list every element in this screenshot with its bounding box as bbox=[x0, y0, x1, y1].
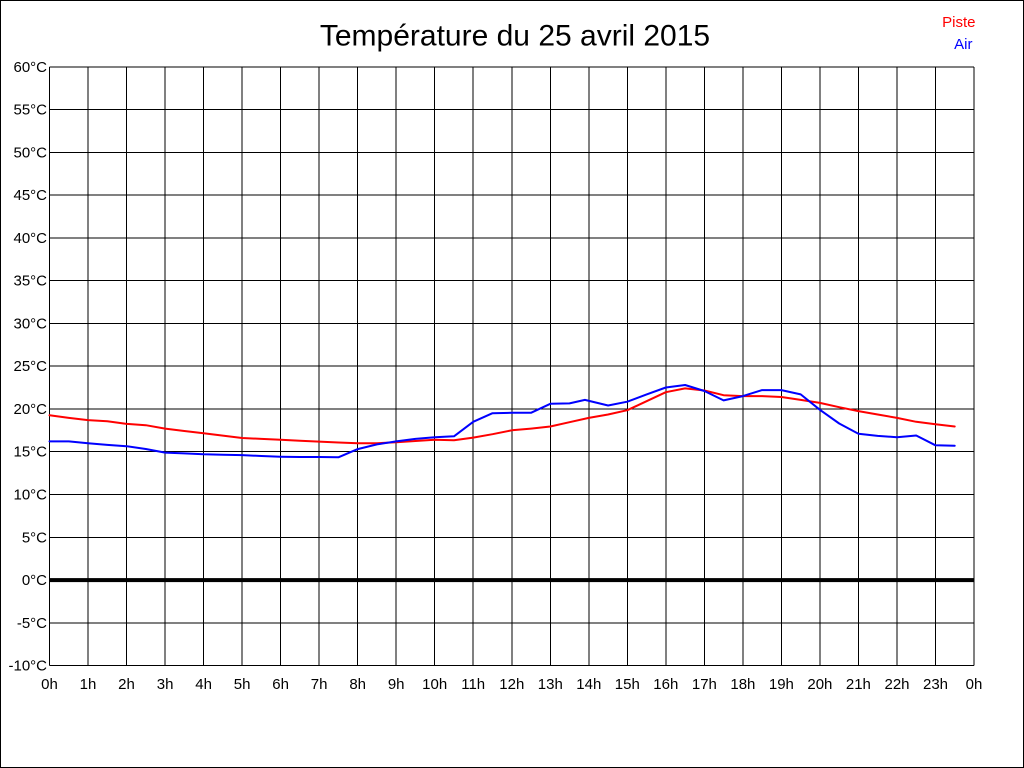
svg-text:55°C: 55°C bbox=[13, 102, 47, 119]
svg-text:60°C: 60°C bbox=[13, 59, 47, 76]
svg-text:9h: 9h bbox=[388, 676, 405, 693]
svg-text:4h: 4h bbox=[195, 676, 212, 693]
svg-text:22h: 22h bbox=[884, 676, 909, 693]
svg-text:11h: 11h bbox=[461, 676, 485, 693]
svg-text:0°C: 0°C bbox=[22, 572, 47, 589]
svg-text:35°C: 35°C bbox=[13, 273, 47, 290]
svg-text:1h: 1h bbox=[80, 676, 97, 693]
svg-text:3h: 3h bbox=[157, 676, 174, 693]
svg-text:13h: 13h bbox=[538, 676, 563, 693]
svg-text:0h: 0h bbox=[41, 676, 58, 693]
svg-text:16h: 16h bbox=[653, 676, 678, 693]
svg-text:23h: 23h bbox=[923, 676, 948, 693]
svg-text:50°C: 50°C bbox=[13, 144, 47, 161]
svg-text:21h: 21h bbox=[846, 676, 871, 693]
svg-text:40°C: 40°C bbox=[13, 230, 47, 247]
svg-text:Température du 25 avril 2015: Température du 25 avril 2015 bbox=[320, 20, 710, 53]
svg-text:10°C: 10°C bbox=[13, 487, 47, 504]
svg-text:6h: 6h bbox=[272, 676, 289, 693]
svg-text:17h: 17h bbox=[692, 676, 717, 693]
svg-text:20h: 20h bbox=[807, 676, 832, 693]
svg-text:5h: 5h bbox=[234, 676, 251, 693]
svg-text:14h: 14h bbox=[576, 676, 601, 693]
svg-text:15h: 15h bbox=[615, 676, 640, 693]
svg-text:45°C: 45°C bbox=[13, 187, 47, 204]
svg-text:Piste: Piste bbox=[942, 14, 975, 31]
svg-text:25°C: 25°C bbox=[13, 358, 47, 375]
svg-text:30°C: 30°C bbox=[13, 315, 47, 332]
svg-text:Air: Air bbox=[954, 36, 972, 53]
svg-text:-10°C: -10°C bbox=[8, 658, 47, 675]
svg-text:0h: 0h bbox=[966, 676, 983, 693]
svg-text:7h: 7h bbox=[311, 676, 328, 693]
svg-text:18h: 18h bbox=[730, 676, 755, 693]
svg-text:15°C: 15°C bbox=[13, 444, 47, 461]
svg-text:8h: 8h bbox=[349, 676, 366, 693]
svg-text:-5°C: -5°C bbox=[17, 615, 47, 632]
svg-text:20°C: 20°C bbox=[13, 401, 47, 418]
svg-text:5°C: 5°C bbox=[22, 529, 47, 546]
svg-text:12h: 12h bbox=[499, 676, 524, 693]
svg-text:10h: 10h bbox=[422, 676, 447, 693]
svg-text:2h: 2h bbox=[118, 676, 135, 693]
svg-text:19h: 19h bbox=[769, 676, 794, 693]
